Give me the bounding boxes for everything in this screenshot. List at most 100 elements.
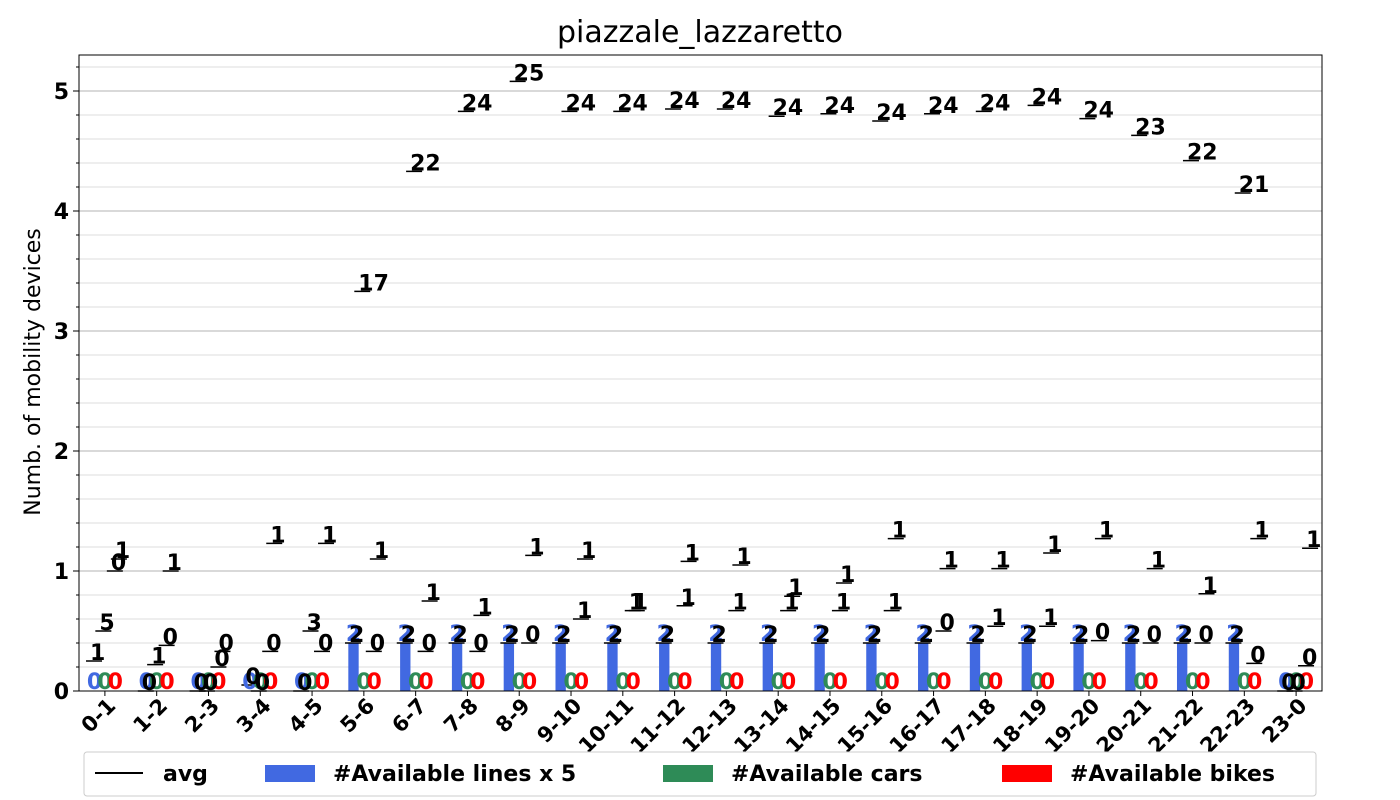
avg-value-label: 2 xyxy=(1126,623,1141,648)
avg-value-label: 1 xyxy=(577,599,592,624)
avg-value-label: 1 xyxy=(732,591,747,616)
bar-value-label: 0 xyxy=(315,670,330,695)
bar--available-lines-x-5 xyxy=(1176,643,1188,691)
bar-value-label: 2 xyxy=(708,622,723,647)
avg-value-label: 22 xyxy=(410,151,441,176)
avg-value-label: 0 xyxy=(203,671,218,696)
bar-value-label: 2 xyxy=(760,622,775,647)
bar-value-label: 0 xyxy=(263,670,278,695)
bar-value-label: 0 xyxy=(1278,670,1293,695)
bar-value-label: 0 xyxy=(926,670,941,695)
bar-value-label: 2 xyxy=(1071,622,1086,647)
avg-value-label: 24 xyxy=(565,91,596,116)
bar-value-label: 0 xyxy=(1029,670,1044,695)
bar-value-label: 0 xyxy=(253,670,268,695)
y-tick-label: 0 xyxy=(54,680,69,705)
legend-swatch xyxy=(1002,765,1052,782)
bar-value-label: 0 xyxy=(667,670,682,695)
x-tick-label: 20-21 xyxy=(1092,694,1156,758)
legend-label: avg xyxy=(163,762,208,787)
avg-value-label: 2 xyxy=(401,623,416,648)
bar-value-label: 0 xyxy=(615,670,630,695)
avg-value-label: 2 xyxy=(712,623,727,648)
avg-value-label: 1 xyxy=(1203,574,1218,599)
avg-value-label: 0 xyxy=(111,551,126,576)
bar-value-label: 2 xyxy=(553,622,568,647)
bar-value-label: 0 xyxy=(367,670,382,695)
avg-value-label: 24 xyxy=(669,89,700,114)
avg-value-label: 0 xyxy=(318,631,333,656)
avg-value-label: 24 xyxy=(773,96,804,121)
data-labels: 0 0 0 0 02 2 2 2 2 2 2 2 2 2 2 2 2 2 2 2 2 200 0 0 0 0 0 0 0 0 0 0 0 0 0 0 0… xyxy=(87,61,1322,696)
avg-value-label: 24 xyxy=(617,91,648,116)
avg-value-label: 2 xyxy=(970,623,985,648)
avg-markers xyxy=(86,80,1319,692)
x-tick-label: 23-0 xyxy=(1258,694,1312,748)
bar-value-label: 2 xyxy=(605,622,620,647)
x-tick-label: 4-5 xyxy=(284,694,328,738)
x-tick-label: 7-8 xyxy=(439,694,483,738)
avg-value-label: 24 xyxy=(1032,85,1063,110)
bar-value-label: 2 xyxy=(1226,622,1241,647)
avg-value-label: 2 xyxy=(1022,623,1037,648)
avg-value-label: 1 xyxy=(529,535,544,560)
bar-value-label: 2 xyxy=(501,622,516,647)
bar-value-label: 0 xyxy=(1288,670,1303,695)
avg-value-label: 2 xyxy=(608,623,623,648)
bar-value-label: 0 xyxy=(97,670,112,695)
avg-value-label: 0 xyxy=(297,671,312,696)
avg-value-label: 24 xyxy=(980,91,1011,116)
x-tick-label: 16-17 xyxy=(885,694,949,758)
avg-value-label: 1 xyxy=(892,519,907,544)
bar--available-lines-x-5 xyxy=(348,643,359,691)
avg-value-label: 1 xyxy=(1099,519,1114,544)
avg-value-label: 1 xyxy=(840,563,855,588)
bar-value-label: 0 xyxy=(874,670,889,695)
x-ticks: 0-1 1-2 2-3 3-4 4-5 5-6 6-7 7-8 8-99-1010-1111-1… xyxy=(77,691,1312,758)
bar-value-label: 0 xyxy=(833,670,848,695)
bar-value-label: 0 xyxy=(460,670,475,695)
x-tick-label: 15-16 xyxy=(833,694,897,758)
bar-value-label: 0 xyxy=(408,670,423,695)
bar--available-lines-x-5 xyxy=(555,643,566,691)
avg-value-label: 1 xyxy=(1254,519,1269,544)
avg-value-label: 17 xyxy=(358,271,389,296)
bar--available-lines-x-5 xyxy=(1073,643,1084,691)
legend-label: #Available cars xyxy=(731,762,923,787)
avg-value-label: 2 xyxy=(1074,623,1089,648)
bar--available-lines-x-5 xyxy=(866,643,877,691)
avg-value-label: 0 xyxy=(473,631,488,656)
bar-value-label: 0 xyxy=(1247,670,1262,695)
avg-value-label: 1 xyxy=(374,539,389,564)
bar-value-label: 0 xyxy=(574,670,589,695)
bar-value-label: 0 xyxy=(522,670,537,695)
y-tick-label: 2 xyxy=(54,440,69,465)
bar-value-label: 0 xyxy=(294,670,309,695)
bar-value-label: 2 xyxy=(1019,622,1034,647)
legend: avg #Available lines x 5 #Available cars #A… xyxy=(83,751,1317,797)
avg-value-label: 2 xyxy=(349,623,364,648)
avg-value-label: 21 xyxy=(1239,173,1270,198)
bar-value-label: 0 xyxy=(201,670,216,695)
bar-value-label: 0 xyxy=(149,670,164,695)
avg-value-label: 0 xyxy=(245,665,260,690)
avg-value-label: 24 xyxy=(462,91,493,116)
avg-value-label: 1 xyxy=(1151,549,1166,574)
bar-value-label: 2 xyxy=(346,622,361,647)
avg-value-label: 1 xyxy=(1306,528,1321,553)
bar--available-lines-x-5 xyxy=(918,643,929,691)
x-tick-label: 1-2 xyxy=(128,694,172,738)
bar-value-label: 0 xyxy=(304,670,319,695)
bar--available-lines-x-5 xyxy=(969,643,981,691)
avg-value-label: 0 xyxy=(266,631,281,656)
avg-value-label: 23 xyxy=(1135,115,1166,140)
avg-value-label: 0 xyxy=(1291,671,1306,696)
bar-value-label: 0 xyxy=(677,670,692,695)
avg-value-label: 1 xyxy=(836,591,851,616)
avg-value-label: 1 xyxy=(995,549,1010,574)
avg-value-label: 0 xyxy=(255,671,270,696)
bar-value-label: 0 xyxy=(988,670,1003,695)
bar-value-label: 0 xyxy=(1185,670,1200,695)
grid xyxy=(79,66,1322,668)
